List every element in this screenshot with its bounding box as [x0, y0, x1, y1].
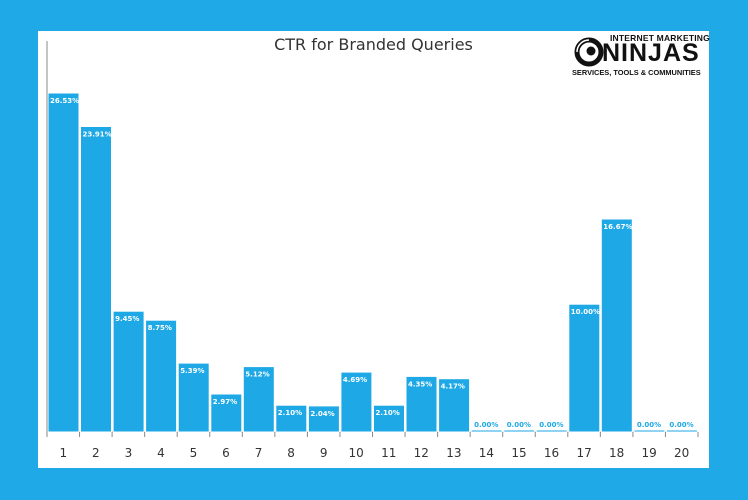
data-label-14: 0.00% [474, 421, 498, 429]
data-label-5: 5.39% [180, 367, 204, 375]
data-label-10: 4.69% [343, 376, 367, 384]
logo-tagline-bottom: SERVICES, TOOLS & COMMUNITIES [572, 68, 701, 77]
x-tick-label-9: 9 [320, 446, 328, 460]
data-label-15: 0.00% [507, 421, 531, 429]
chart-title: CTR for Branded Queries [274, 35, 473, 54]
data-label-20: 0.00% [669, 421, 693, 429]
bar-1 [47, 92, 80, 433]
bar-17 [568, 303, 601, 433]
data-label-16: 0.00% [539, 421, 563, 429]
data-label-3: 9.45% [115, 315, 139, 323]
data-label-9: 2.04% [310, 410, 334, 418]
chart-panel: CTR for Branded Queries INTERNET MARKETI… [38, 31, 710, 468]
bar-5 [177, 362, 210, 433]
bar-13 [438, 378, 471, 433]
ninja-swirl-icon [574, 37, 604, 67]
bar-16 [535, 429, 568, 433]
data-label-7: 5.12% [245, 371, 269, 379]
logo-wordmark: NINJAS [602, 39, 700, 67]
bar-9 [307, 405, 340, 433]
logo-tagline-top: INTERNET MARKETING [610, 33, 710, 43]
data-label-4: 8.75% [148, 324, 172, 332]
x-tick-label-19: 19 [642, 446, 657, 460]
x-tick-label-3: 3 [125, 446, 133, 460]
x-tick-label-11: 11 [381, 446, 396, 460]
data-label-17: 10.00% [571, 308, 600, 316]
x-tick-label-15: 15 [511, 446, 526, 460]
bar-6 [210, 393, 243, 433]
data-label-1: 26.53% [50, 97, 79, 105]
bar-4 [145, 319, 178, 433]
x-tick-label-18: 18 [609, 446, 624, 460]
x-tick-label-6: 6 [222, 446, 230, 460]
bar-15 [503, 429, 536, 433]
x-tick-label-17: 17 [576, 446, 591, 460]
x-tick-label-20: 20 [674, 446, 689, 460]
x-tick-label-5: 5 [190, 446, 198, 460]
data-label-6: 2.97% [213, 398, 237, 406]
x-tick-label-12: 12 [414, 446, 429, 460]
data-label-19: 0.00% [637, 421, 661, 429]
data-label-2: 23.91% [83, 131, 112, 139]
data-label-8: 2.10% [278, 409, 302, 417]
bar-8 [275, 404, 308, 433]
bar-11 [373, 404, 405, 433]
bar-20 [665, 429, 698, 433]
x-tick-label-13: 13 [446, 446, 461, 460]
bar-chart: 26.53% 1 23.91% 2 9.45% 3 8.75% 4 5.39% 5 2.97% 6 5.… [46, 41, 699, 460]
x-tick-label-4: 4 [157, 446, 165, 460]
bar-14 [470, 429, 503, 433]
logo: INTERNET MARKETING NINJAS SERVICES, TOOL… [572, 33, 710, 83]
x-tick-label-14: 14 [479, 446, 494, 460]
x-tick-label-7: 7 [255, 446, 263, 460]
data-label-18: 16.67% [603, 223, 632, 231]
bar-10 [340, 371, 373, 433]
data-label-11: 2.10% [376, 409, 400, 417]
bar-3 [112, 310, 145, 433]
x-tick-label-1: 1 [59, 446, 67, 460]
x-tick-label-16: 16 [544, 446, 559, 460]
x-tick-label-2: 2 [92, 446, 100, 460]
bar-19 [633, 429, 666, 433]
bar-2 [80, 126, 112, 433]
data-label-13: 4.17% [441, 383, 465, 391]
bar-7 [242, 366, 275, 433]
bar-18 [600, 218, 633, 433]
x-tick-label-8: 8 [287, 446, 295, 460]
bar-12 [405, 375, 438, 433]
data-label-12: 4.35% [408, 380, 432, 388]
x-tick-label-10: 10 [349, 446, 364, 460]
